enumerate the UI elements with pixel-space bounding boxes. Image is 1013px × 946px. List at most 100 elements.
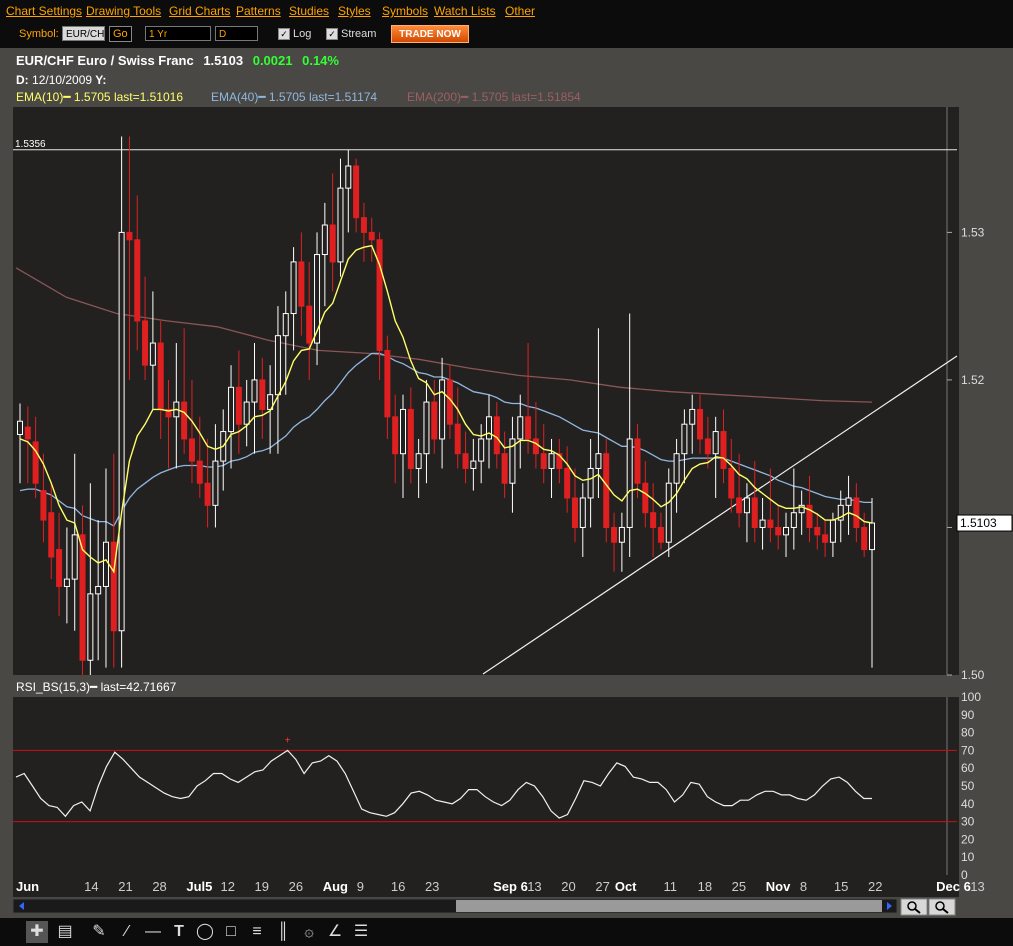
menu-patterns[interactable]: Patterns <box>236 4 281 18</box>
candle[interactable] <box>251 343 258 454</box>
candle[interactable] <box>626 313 633 557</box>
candle[interactable] <box>517 394 524 469</box>
list-tool-icon[interactable]: ☰ <box>353 923 369 940</box>
candle[interactable] <box>736 453 743 528</box>
candle[interactable] <box>603 438 610 543</box>
candle[interactable] <box>579 483 586 557</box>
pencil-tool-icon[interactable]: ✎ <box>92 923 106 940</box>
candle[interactable] <box>845 475 852 535</box>
candle[interactable] <box>142 276 149 380</box>
candle[interactable] <box>462 431 469 484</box>
candle[interactable] <box>532 402 539 469</box>
candle[interactable] <box>110 453 117 668</box>
candle[interactable] <box>571 468 578 543</box>
candle[interactable] <box>681 409 688 484</box>
candle[interactable] <box>790 468 797 550</box>
candle[interactable] <box>40 453 47 543</box>
candle[interactable] <box>71 453 78 631</box>
trendline-tool-icon[interactable]: ∕ <box>125 923 129 940</box>
candle[interactable] <box>618 512 625 572</box>
candle[interactable] <box>611 512 618 572</box>
candle[interactable] <box>181 328 188 454</box>
candle[interactable] <box>360 202 367 262</box>
candle[interactable] <box>259 357 266 439</box>
candle[interactable] <box>673 438 680 513</box>
fan-tool-icon[interactable]: ∠ <box>327 923 343 940</box>
candle[interactable] <box>188 379 195 484</box>
menu-other[interactable]: Other <box>505 4 536 18</box>
candle[interactable] <box>704 416 711 469</box>
rectangle-tool-icon[interactable]: □ <box>226 923 236 940</box>
candle[interactable] <box>165 379 172 469</box>
candle[interactable] <box>17 403 23 484</box>
candle[interactable] <box>400 394 407 498</box>
candle[interactable] <box>806 475 813 543</box>
candle[interactable] <box>478 424 485 484</box>
candle[interactable] <box>431 379 438 454</box>
drawn-trendline[interactable] <box>482 355 958 675</box>
candle[interactable] <box>321 202 328 307</box>
candle[interactable] <box>423 379 430 484</box>
menu-studies[interactable]: Studies <box>289 4 330 18</box>
candle[interactable] <box>196 416 203 498</box>
candle[interactable] <box>759 497 766 550</box>
candle[interactable] <box>212 424 219 528</box>
candle[interactable] <box>798 490 805 535</box>
candle[interactable] <box>345 149 352 233</box>
scroll-left-arrow[interactable] <box>19 902 24 910</box>
candle[interactable] <box>697 394 704 454</box>
candle[interactable] <box>650 483 657 557</box>
candle[interactable] <box>235 350 242 454</box>
candle[interactable] <box>87 483 94 675</box>
select-tool-icon[interactable]: ▤ <box>57 923 73 940</box>
menu-symbols[interactable]: Symbols <box>382 4 429 18</box>
candle[interactable] <box>485 394 492 469</box>
spiral-tool-icon[interactable]: ۞ <box>304 923 314 940</box>
candle[interactable] <box>368 217 375 262</box>
candle[interactable] <box>314 232 321 366</box>
candle[interactable] <box>665 468 672 557</box>
candle[interactable] <box>204 438 211 528</box>
candle[interactable] <box>822 520 829 557</box>
zoom-out-button[interactable] <box>928 898 956 916</box>
candle[interactable] <box>751 461 758 543</box>
menu-watch-lists[interactable]: Watch Lists <box>434 4 496 18</box>
candle[interactable] <box>415 438 422 498</box>
stream-checkbox[interactable]: ✓ <box>326 28 338 40</box>
symbol-input[interactable]: EUR/CHF <box>62 26 105 41</box>
horizontal-line-tool-icon[interactable]: — <box>145 923 161 940</box>
candle[interactable] <box>814 512 821 550</box>
candle[interactable] <box>439 357 446 469</box>
interval-select[interactable]: D <box>215 26 258 41</box>
candle[interactable] <box>48 483 55 580</box>
zoom-in-button[interactable] <box>900 898 928 916</box>
candle[interactable] <box>657 512 664 550</box>
period-select[interactable]: 1 Yr <box>145 26 211 41</box>
candle[interactable] <box>392 394 399 484</box>
trade-now-button[interactable]: TRADE NOW <box>391 25 469 43</box>
candle[interactable] <box>525 343 532 454</box>
text-tool-icon[interactable]: T <box>174 923 184 940</box>
candle[interactable] <box>306 261 313 380</box>
candle[interactable] <box>79 505 86 675</box>
candle[interactable] <box>595 328 602 498</box>
go-button[interactable]: Go <box>109 26 132 42</box>
menu-drawing-tools[interactable]: Drawing Tools <box>86 4 162 18</box>
candle[interactable] <box>337 158 344 277</box>
candle[interactable] <box>298 232 305 336</box>
candle[interactable] <box>134 195 141 351</box>
candle[interactable] <box>353 158 360 233</box>
candle[interactable] <box>56 512 63 616</box>
candle[interactable] <box>587 438 594 528</box>
candle[interactable] <box>743 483 750 543</box>
log-checkbox[interactable]: ✓ <box>278 28 290 40</box>
candle[interactable] <box>728 438 735 513</box>
candle[interactable] <box>634 424 641 498</box>
ellipse-tool-icon[interactable]: ◯ <box>196 923 214 940</box>
candle[interactable] <box>407 387 414 484</box>
candle[interactable] <box>32 416 39 498</box>
cycle-lines-tool-icon[interactable]: ║ <box>277 923 289 940</box>
candle[interactable] <box>767 468 774 543</box>
candle[interactable] <box>861 512 868 557</box>
crosshair-tool-icon[interactable]: ✚ <box>26 921 48 943</box>
